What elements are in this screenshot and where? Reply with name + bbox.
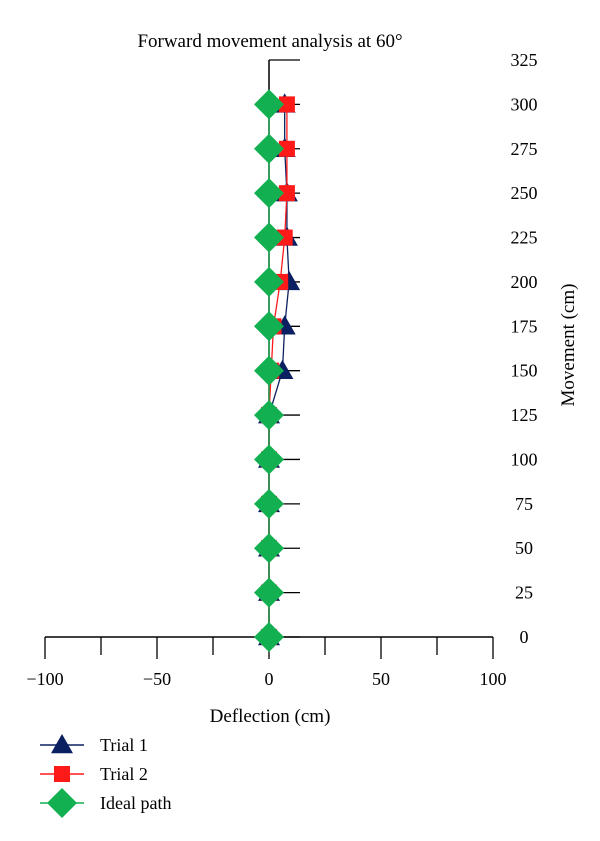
- legend-label: Trial 1: [100, 735, 148, 755]
- y-tick-label: 25: [515, 583, 533, 603]
- y-tick-label: 50: [515, 538, 533, 558]
- y-tick-label: 275: [511, 139, 538, 159]
- y-tick-label: 300: [511, 94, 538, 114]
- legend-marker: [54, 766, 70, 782]
- y-tick-label: 125: [511, 405, 538, 425]
- legend-label: Ideal path: [100, 793, 171, 813]
- legend: Trial 1 Trial 2 Ideal path: [40, 734, 171, 818]
- x-axis-label: Deflection (cm): [210, 706, 331, 727]
- y-tick-label: 75: [515, 494, 533, 514]
- data-point: [254, 311, 284, 342]
- legend-item: Ideal path: [40, 788, 171, 818]
- y-tick-label: 325: [511, 50, 538, 70]
- legend-item: Trial 1: [40, 734, 148, 755]
- data-point: [278, 140, 295, 157]
- data-point: [278, 96, 295, 113]
- legend-marker: [51, 734, 73, 754]
- x-tick-label: −100: [26, 669, 63, 689]
- y-tick-label: 100: [511, 449, 538, 469]
- data-point: [254, 355, 284, 386]
- data-point: [254, 89, 284, 120]
- data-point: [254, 178, 284, 209]
- y-tick-label: 200: [511, 272, 538, 292]
- y-axis-label: Movement (cm): [558, 284, 579, 407]
- x-tick-label: −50: [143, 669, 171, 689]
- data-point: [254, 577, 284, 608]
- data-point: [254, 488, 284, 519]
- data-point: [254, 444, 284, 475]
- data-point: [254, 266, 284, 297]
- x-tick-label: 100: [480, 669, 507, 689]
- data-point: [254, 533, 284, 564]
- y-tick-label: 250: [511, 183, 538, 203]
- data-point: [254, 222, 284, 253]
- x-tick-label: 50: [372, 669, 390, 689]
- y-tick-label: 0: [520, 627, 529, 647]
- legend-label: Trial 2: [100, 764, 148, 784]
- y-tick-label: 150: [511, 361, 538, 381]
- legend-item: Trial 2: [40, 764, 148, 784]
- data-point: [276, 229, 293, 246]
- x-tick-label: 0: [265, 669, 274, 689]
- y-tick-label: 225: [511, 228, 538, 248]
- data-point: [254, 622, 284, 652]
- data-point: [254, 133, 284, 164]
- data-point: [278, 185, 295, 202]
- series-layer: [254, 89, 301, 652]
- y-tick-label: 175: [511, 316, 538, 336]
- chart-title: Forward movement analysis at 60°: [137, 31, 402, 52]
- data-point: [254, 400, 284, 431]
- legend-marker: [47, 788, 77, 818]
- series-ideal-path: [254, 89, 284, 652]
